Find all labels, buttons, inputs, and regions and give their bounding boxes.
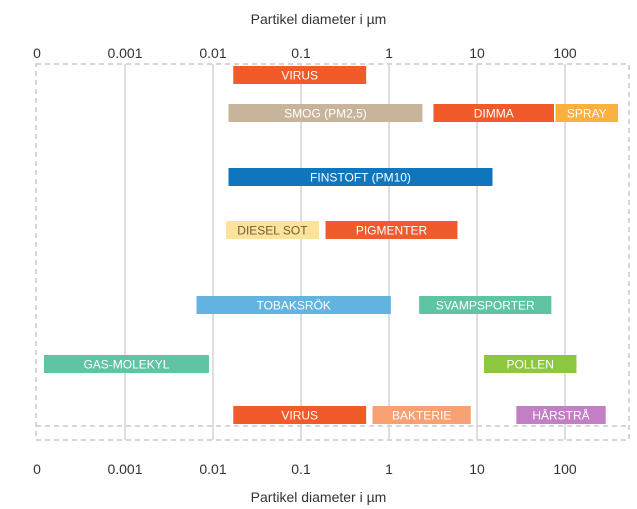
- top-tick-label: 0.1: [291, 45, 311, 61]
- bar-virus: [233, 406, 367, 424]
- bar-label: SPRAY: [567, 107, 607, 121]
- top-axis-title: Partikel diameter i µm: [250, 11, 387, 27]
- bar-label: POLLEN: [507, 358, 554, 372]
- bar-label: FINSTOFT (PM10): [310, 171, 411, 185]
- bar-label: TOBAKSRÖK: [256, 299, 330, 313]
- bottom-tick-label: 0: [33, 461, 41, 477]
- top-tick-label: 10: [469, 45, 485, 61]
- bar-bakterie: [372, 406, 471, 424]
- bar-label: DIESEL SOT: [237, 224, 308, 238]
- bar-svampsporter: [419, 296, 552, 314]
- top-tick-label: 0: [33, 45, 41, 61]
- bar-dimma: [433, 104, 555, 122]
- bottom-tick-label: 0.1: [291, 461, 311, 477]
- bar-tobaksrök: [196, 296, 391, 314]
- bottom-axis-title: Partikel diameter i µm: [250, 489, 387, 505]
- bar-label: GAS-MOLEKYL: [83, 358, 169, 372]
- top-tick-label: 0.01: [199, 45, 226, 61]
- top-tick-label: 1: [385, 45, 393, 61]
- bar-label: VIRUS: [281, 69, 318, 83]
- bottom-tick-label: 1: [385, 461, 393, 477]
- bar-label: BAKTERIE: [392, 409, 451, 423]
- bar-pigmenter: [325, 221, 458, 239]
- plot-frame: [35, 63, 630, 441]
- bar-spray: [555, 104, 618, 122]
- top-tick-label: 100: [553, 45, 577, 61]
- bar-label: VIRUS: [281, 409, 318, 423]
- bar-finstoft-pm10-: [228, 168, 493, 186]
- bar-label: DIMMA: [474, 107, 514, 121]
- bar-label: HÅRSTRÅ: [532, 408, 589, 423]
- bar-pollen: [483, 355, 577, 373]
- bottom-tick-label: 10: [469, 461, 485, 477]
- top-tick-label: 0.001: [107, 45, 142, 61]
- bar-label: SMOG (PM2,5): [284, 107, 367, 121]
- bottom-tick-label: 100: [553, 461, 577, 477]
- bottom-tick-label: 0.01: [199, 461, 226, 477]
- bar-diesel-sot: [225, 221, 319, 239]
- bar-smog-pm2-5-: [228, 104, 423, 122]
- bar-virus: [233, 66, 367, 84]
- bar-hårstrå: [516, 406, 606, 424]
- bar-gas-molekyl: [43, 355, 209, 373]
- bottom-tick-label: 0.001: [107, 461, 142, 477]
- bar-label: PIGMENTER: [356, 224, 428, 238]
- bar-label: SVAMPSPORTER: [436, 299, 535, 313]
